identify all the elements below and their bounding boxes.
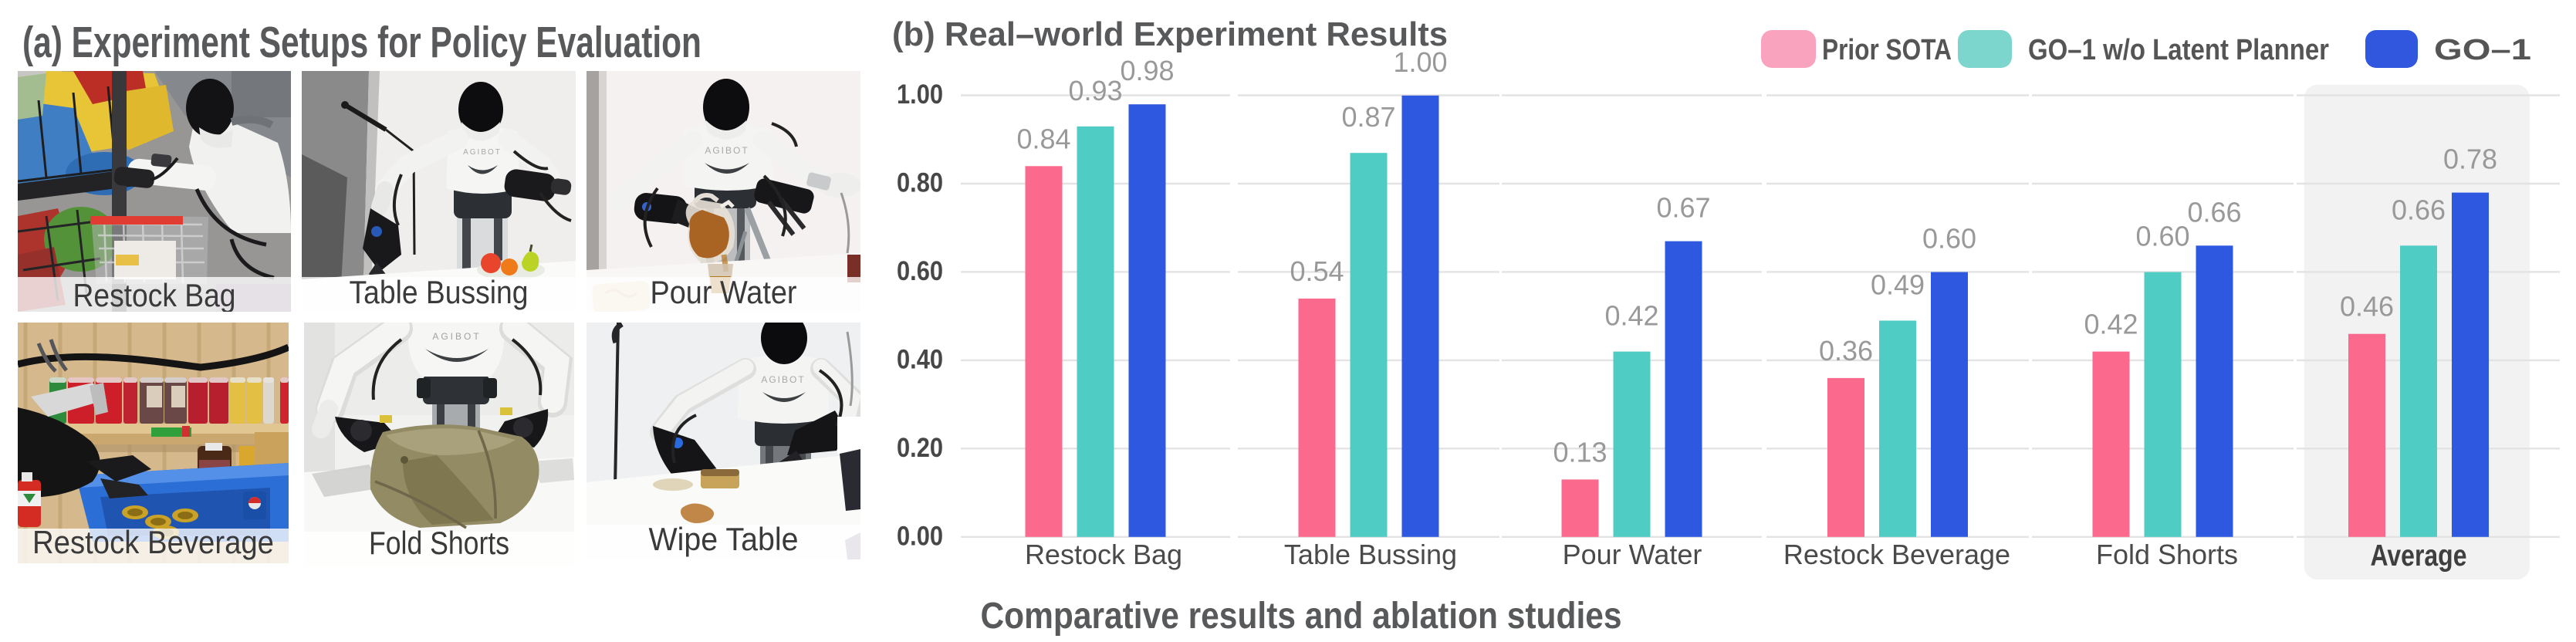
svg-text:0.60: 0.60 [2135, 221, 2189, 252]
svg-text:1.00: 1.00 [1393, 46, 1447, 78]
svg-text:GO–1 w/o Latent Planner: GO–1 w/o Latent Planner [2028, 34, 2329, 66]
svg-text:0.60: 0.60 [1922, 223, 1976, 255]
svg-text:0.42: 0.42 [1604, 300, 1658, 332]
svg-text:0.78: 0.78 [2443, 144, 2497, 175]
svg-text:AGIBOT: AGIBOT [705, 145, 749, 156]
svg-text:0.40: 0.40 [897, 344, 943, 374]
svg-text:GO–1: GO–1 [2434, 34, 2531, 66]
svg-text:Fold Shorts: Fold Shorts [369, 525, 509, 561]
svg-text:Fold Shorts: Fold Shorts [2096, 539, 2238, 570]
svg-text:(a) Experiment Setups for Poli: (a) Experiment Setups for Policy Evaluat… [22, 18, 701, 67]
svg-text:0.46: 0.46 [2340, 291, 2394, 323]
svg-text:Restock Bag: Restock Bag [73, 277, 236, 313]
svg-text:Table Bussing: Table Bussing [1284, 539, 1457, 570]
svg-text:0.66: 0.66 [2392, 194, 2446, 225]
svg-text:Restock Bag: Restock Bag [1025, 539, 1182, 570]
svg-text:0.60: 0.60 [897, 256, 943, 286]
svg-text:0.42: 0.42 [2084, 309, 2138, 340]
svg-text:1.00: 1.00 [897, 79, 943, 110]
svg-text:Restock Beverage: Restock Beverage [32, 524, 274, 560]
svg-text:0.66: 0.66 [2187, 196, 2241, 228]
svg-text:Pour Water: Pour Water [651, 274, 797, 310]
svg-text:Table Bussing: Table Bussing [350, 274, 529, 310]
svg-text:Wipe Table: Wipe Table [649, 521, 799, 557]
svg-text:Pour Water: Pour Water [1563, 539, 1702, 570]
svg-text:Prior SOTA: Prior SOTA [1822, 34, 1952, 66]
svg-text:0.87: 0.87 [1341, 101, 1395, 133]
svg-text:AGIBOT: AGIBOT [761, 374, 805, 385]
svg-text:0.80: 0.80 [897, 168, 943, 198]
svg-text:0.49: 0.49 [1871, 269, 1925, 301]
svg-text:(b) Real–world Experiment Resu: (b) Real–world Experiment Results [892, 15, 1448, 53]
svg-text:0.13: 0.13 [1553, 436, 1607, 468]
svg-text:AGIBOT: AGIBOT [463, 148, 502, 157]
svg-text:Average: Average [2371, 539, 2467, 573]
svg-text:Comparative results and ablati: Comparative results and ablation studies [981, 596, 1622, 637]
svg-text:0.84: 0.84 [1016, 123, 1070, 154]
svg-text:Restock Beverage: Restock Beverage [1783, 539, 2010, 570]
svg-text:0.93: 0.93 [1068, 75, 1122, 106]
svg-text:0.54: 0.54 [1290, 255, 1344, 287]
svg-text:0.00: 0.00 [897, 521, 943, 551]
svg-text:AGIBOT: AGIBOT [432, 331, 481, 342]
svg-text:0.67: 0.67 [1656, 192, 1710, 224]
svg-text:0.20: 0.20 [897, 433, 943, 463]
svg-text:0.98: 0.98 [1120, 55, 1174, 86]
svg-text:0.36: 0.36 [1819, 335, 1873, 367]
